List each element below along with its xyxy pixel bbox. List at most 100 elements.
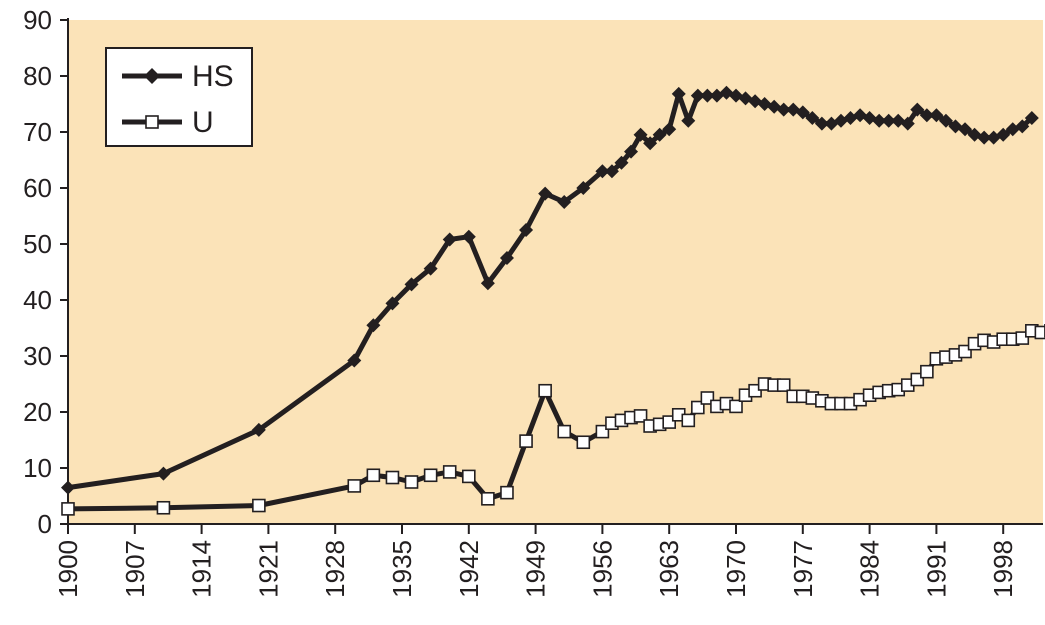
data-point-hs (1024, 111, 1039, 125)
data-point-hs (624, 144, 639, 159)
data-point-u (404, 475, 419, 489)
data-point-u (156, 500, 171, 515)
data-point-u (557, 424, 572, 439)
data-point-hs (366, 318, 381, 333)
data-point-u (442, 465, 457, 479)
x-tick-label: 1942 (454, 540, 484, 598)
data-point-hs (576, 181, 591, 195)
y-axis: 0 10 20 30 40 50 60 70 80 90 (23, 5, 69, 539)
series-hs (61, 85, 1039, 495)
data-point-hs (900, 116, 915, 131)
x-tick-label: 1900 (53, 540, 83, 598)
data-point-hs (156, 466, 171, 481)
data-point-hs (385, 296, 400, 311)
data-point-hs (643, 136, 658, 151)
data-point-u (519, 434, 533, 448)
data-point-u (633, 409, 648, 423)
x-tick-label: 1998 (988, 540, 1018, 598)
data-point-u (1034, 325, 1045, 340)
x-tick-label: 1970 (721, 540, 751, 598)
data-point-hs (557, 195, 572, 209)
x-tick-label: 1928 (320, 540, 350, 598)
data-point-hs (461, 229, 476, 244)
y-tick-label: 10 (23, 453, 52, 483)
data-point-u (461, 469, 476, 484)
data-point-hs (671, 86, 686, 101)
data-point-hs (910, 102, 925, 117)
x-tick-label: 1921 (253, 540, 283, 598)
data-point-hs (604, 164, 619, 179)
legend: HS U (105, 47, 253, 147)
data-point-hs (652, 127, 667, 142)
x-tick-label: 1949 (521, 540, 551, 598)
data-point-hs (795, 105, 810, 120)
x-axis: 1900 1907 1914 1921 1928 1935 1942 1949 1956 1963… (53, 523, 1043, 598)
data-point-u (681, 413, 696, 428)
data-point-u (423, 468, 438, 483)
y-tick-label: 80 (23, 61, 52, 91)
data-point-hs (662, 122, 677, 137)
data-point-hs (404, 277, 419, 292)
y-tick-label: 40 (23, 285, 52, 315)
data-point-u (920, 364, 934, 379)
x-tick-label: 1963 (654, 540, 684, 598)
data-point-hs (480, 276, 495, 291)
data-point-u (500, 485, 514, 500)
y-tick-label: 0 (38, 509, 52, 539)
data-point-hs (61, 480, 75, 495)
data-point-hs (814, 116, 829, 131)
legend-box (105, 47, 253, 147)
data-point-u (385, 470, 400, 485)
data-point-u (347, 479, 362, 493)
data-point-hs (595, 164, 610, 179)
data-point-hs (872, 113, 887, 128)
data-point-hs (805, 111, 820, 125)
data-point-hs (919, 108, 934, 123)
data-point-u (61, 502, 75, 516)
x-tick-label: 1956 (587, 540, 617, 598)
x-tick-label: 1991 (921, 540, 951, 598)
data-point-hs (776, 102, 791, 117)
legend-marker-hs (144, 68, 160, 84)
data-point-u (366, 468, 381, 483)
y-tick-label: 70 (23, 117, 52, 147)
data-point-hs (633, 127, 648, 142)
data-point-hs (519, 223, 534, 237)
data-point-u (481, 491, 495, 506)
y-tick-label: 20 (23, 397, 52, 427)
y-tick-label: 90 (23, 5, 52, 35)
data-point-hs (881, 113, 896, 128)
data-point-hs (929, 108, 944, 123)
data-point-u (576, 435, 591, 450)
data-point-u (538, 383, 552, 398)
data-point-hs (700, 88, 715, 103)
data-point-u (776, 378, 791, 392)
data-point-hs (996, 127, 1011, 142)
data-point-hs (690, 88, 705, 103)
x-tick-label: 1984 (855, 540, 885, 598)
data-point-hs (251, 422, 266, 437)
data-point-u (729, 399, 743, 414)
legend-label-u: U (192, 106, 214, 139)
data-point-hs (538, 186, 553, 201)
y-tick-label: 60 (23, 173, 52, 203)
data-point-hs (938, 113, 953, 128)
data-point-hs (614, 155, 629, 170)
data-point-hs (681, 113, 696, 128)
data-point-u (252, 498, 266, 513)
data-point-hs (499, 251, 514, 265)
legend-label-hs: HS (192, 60, 234, 93)
series-u (61, 323, 1045, 516)
series-lines (61, 85, 1045, 516)
data-point-hs (977, 130, 992, 145)
x-tick-label: 1907 (120, 540, 150, 598)
y-tick-label: 50 (23, 229, 52, 259)
legend-marker-u (145, 115, 159, 129)
data-point-hs (423, 261, 438, 276)
data-point-hs (347, 353, 362, 368)
x-tick-label: 1914 (187, 540, 217, 598)
data-point-hs (1015, 119, 1030, 134)
x-tick-label: 1935 (387, 540, 417, 598)
x-tick-label: 1977 (788, 540, 818, 598)
